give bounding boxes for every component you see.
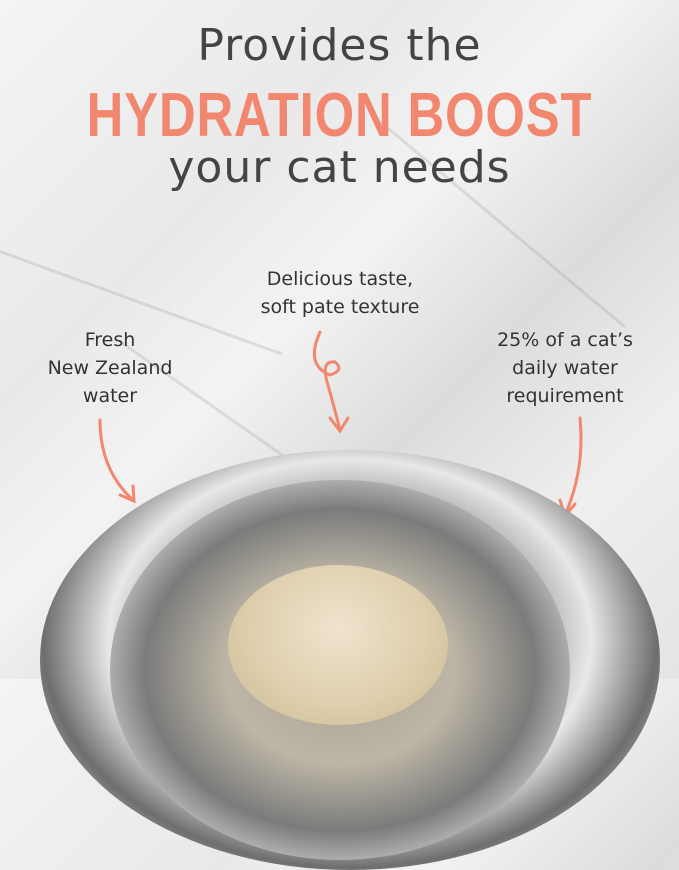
arrow-icons <box>98 330 583 520</box>
loop-arrow-center-icon <box>312 330 350 434</box>
callout-text: requirement <box>506 385 624 407</box>
callout-text: Fresh <box>84 329 136 351</box>
curved-arrow-left-icon <box>98 418 136 504</box>
callout-text: Delicious taste, <box>266 268 414 290</box>
headline-line1: Provides the <box>197 20 482 71</box>
cat-food-pate <box>228 565 448 725</box>
headline-line3: your cat needs <box>168 142 511 193</box>
callout-text: 25% of a cat’s <box>497 329 633 351</box>
callout-text: soft pate texture <box>260 296 420 318</box>
callout-water: Fresh New Zealand water <box>30 326 190 410</box>
callout-text: water <box>82 385 138 407</box>
callout-taste: Delicious taste, soft pate texture <box>240 265 440 321</box>
callout-text: daily water <box>512 357 618 379</box>
callout-text: New Zealand <box>47 357 173 379</box>
headline-highlight: HYDRATION BOOST <box>86 81 593 150</box>
curved-arrow-right-icon <box>558 416 583 520</box>
callout-requirement: 25% of a cat’s daily water requirement <box>470 326 660 410</box>
